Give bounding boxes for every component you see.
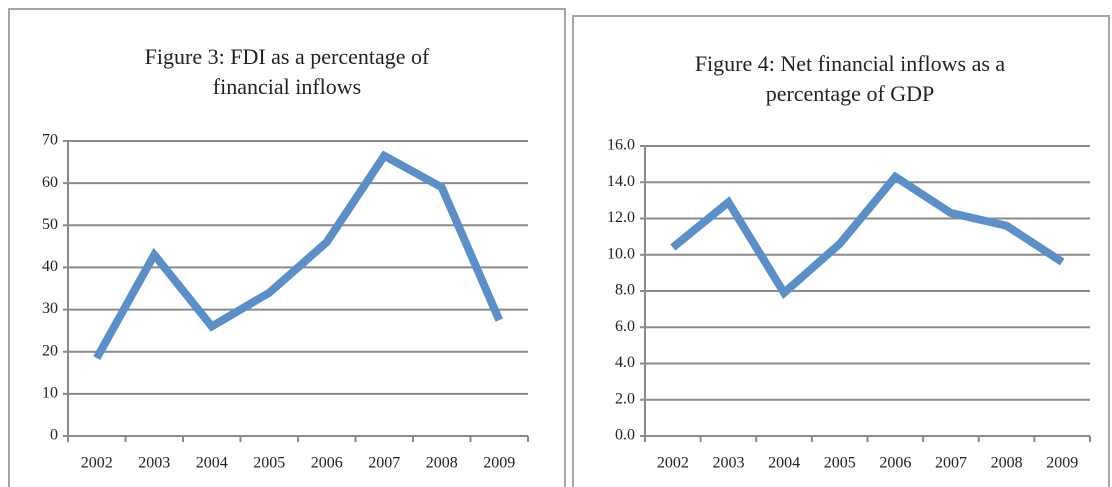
x-tick-label: 2003 (712, 455, 744, 472)
x-tick-label: 2007 (368, 455, 400, 472)
x-tick-label: 2008 (991, 455, 1023, 472)
x-tick-label: 2009 (483, 455, 515, 472)
data-line (93, 150, 503, 360)
x-tick-label: 2005 (824, 455, 856, 472)
x-tick-label: 2008 (426, 455, 458, 472)
y-tick-label: 16.0 (607, 137, 635, 154)
x-tick-label: 2003 (138, 455, 170, 472)
x-tick-label: 2006 (311, 455, 343, 472)
y-tick-label: 60 (42, 174, 58, 191)
y-tick-label: 8.0 (615, 282, 635, 299)
y-tick-label: 10 (42, 385, 58, 402)
x-tick-label: 2004 (768, 455, 800, 472)
x-tick-label: 2002 (657, 455, 689, 472)
chart-title: Figure 4: Net financial inflows as a per… (694, 51, 1006, 106)
chart-frame (8, 8, 566, 487)
x-tick-label: 2009 (1046, 455, 1078, 472)
data-line (670, 171, 1065, 299)
y-tick-label: 50 (42, 216, 58, 233)
y-tick-label: 12.0 (607, 209, 635, 226)
x-tick-label: 2004 (196, 455, 228, 472)
chart-title: Figure 3: FDI as a percentage of financi… (144, 44, 430, 99)
x-tick-label: 2006 (879, 455, 911, 472)
y-tick-label: 6.0 (615, 318, 635, 335)
y-tick-label: 40 (42, 258, 58, 275)
y-tick-label: 2.0 (615, 390, 635, 407)
y-tick-label: 14.0 (607, 173, 635, 190)
x-tick-label: 2002 (81, 455, 113, 472)
y-tick-label: 30 (42, 300, 58, 317)
y-tick-label: 0.0 (615, 427, 635, 444)
x-tick-label: 2005 (253, 455, 285, 472)
y-tick-label: 10.0 (607, 245, 635, 262)
y-tick-label: 70 (42, 132, 58, 149)
chart-frame (572, 15, 1110, 487)
y-tick-label: 20 (42, 342, 58, 359)
y-tick-label: 0 (50, 427, 58, 444)
y-tick-label: 4.0 (615, 354, 635, 371)
x-tick-label: 2007 (935, 455, 967, 472)
